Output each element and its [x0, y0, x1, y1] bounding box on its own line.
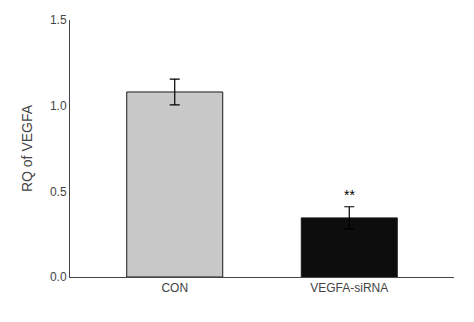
svg-text:1.0: 1.0 [50, 99, 67, 113]
svg-text:RQ of VEGFA: RQ of VEGFA [19, 104, 35, 192]
svg-text:0.0: 0.0 [50, 270, 67, 284]
svg-text:VEGFA-siRNA: VEGFA-siRNA [310, 281, 388, 295]
svg-text:1.5: 1.5 [50, 13, 67, 27]
svg-text:CON: CON [161, 281, 188, 295]
svg-text:0.5: 0.5 [50, 185, 67, 199]
svg-text:**: ** [344, 187, 355, 203]
